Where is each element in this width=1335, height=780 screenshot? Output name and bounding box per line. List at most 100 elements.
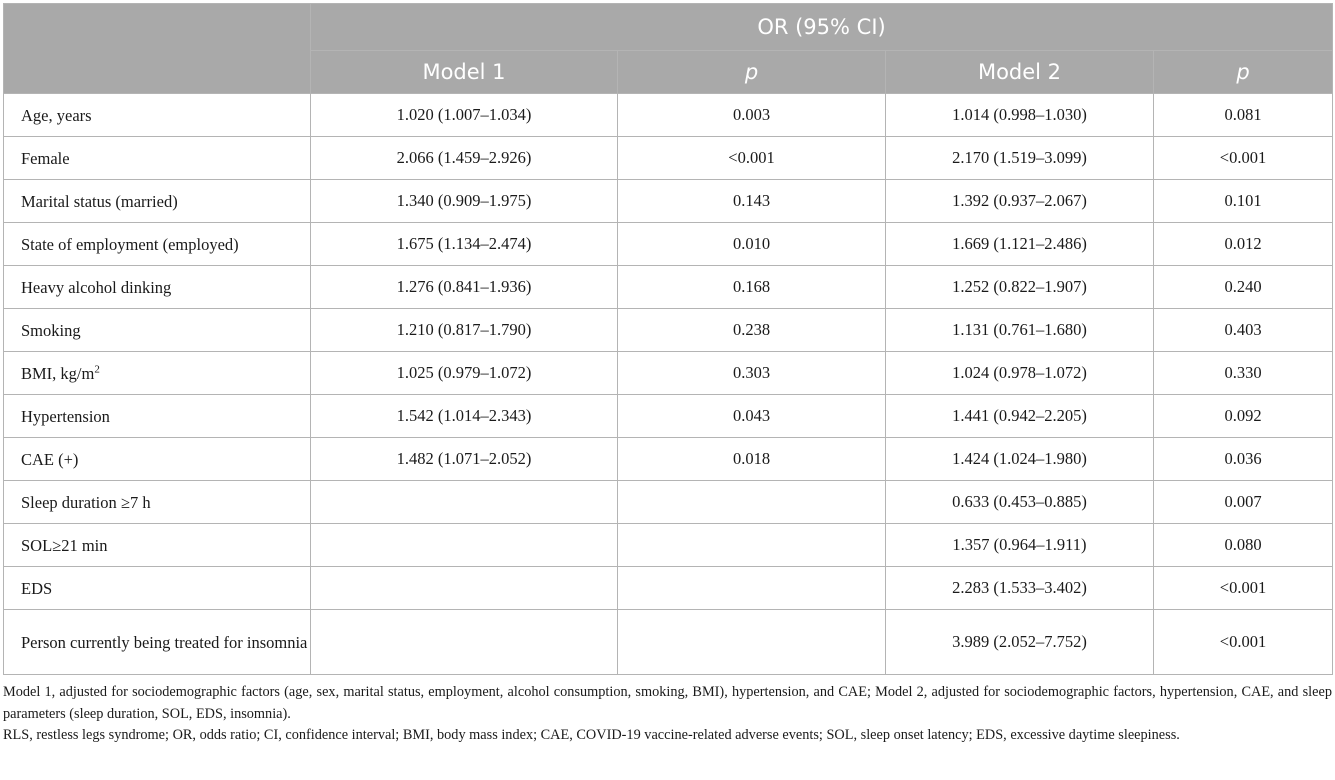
- model1-p-cell: 0.010: [617, 222, 886, 266]
- model2-or-cell-text: 1.424 (1.024–1.980): [952, 449, 1087, 468]
- model2-p-cell: <0.001: [1152, 566, 1334, 610]
- model2-or-cell: 3.989 (2.052–7.752): [885, 609, 1154, 675]
- header-model1: Model 1: [310, 50, 618, 94]
- model1-or-cell: 1.340 (0.909–1.975): [310, 179, 618, 223]
- model2-p-cell: 0.403: [1152, 308, 1334, 352]
- table-row: EDS 2.283 (1.533–3.402) <0.001: [3, 566, 1334, 610]
- row-label: BMI, kg/m2: [3, 351, 311, 395]
- model2-p-cell-text: 0.036: [1224, 449, 1262, 468]
- model2-p-cell: 0.101: [1152, 179, 1334, 223]
- model2-or-cell: 1.024 (0.978–1.072): [885, 351, 1154, 395]
- header-or-ci: OR (95% CI): [309, 3, 1334, 51]
- header-p2: p: [1152, 50, 1334, 94]
- model1-or-cell: [310, 566, 618, 610]
- model1-p-cell-text: 0.238: [732, 320, 771, 339]
- model2-or-cell: 1.669 (1.121–2.486): [885, 222, 1154, 266]
- model2-or-cell-text: 1.131 (0.761–1.680): [952, 320, 1087, 339]
- row-label: State of employment (employed): [3, 222, 311, 266]
- model2-p-cell: 0.007: [1152, 480, 1334, 524]
- model1-p-cell: 0.003: [617, 93, 886, 137]
- model1-or-cell: 1.276 (0.841–1.936): [310, 265, 618, 309]
- model2-p-cell-text: 0.007: [1224, 492, 1262, 511]
- results-table-container: OR (95% CI) Model 1 p Model 2 p Age, yea…: [3, 3, 1334, 675]
- model1-or-cell: 1.020 (1.007–1.034): [310, 93, 618, 137]
- model2-or-cell: 1.392 (0.937–2.067): [885, 179, 1154, 223]
- model2-or-cell-text: 1.357 (0.964–1.911): [952, 535, 1087, 554]
- model2-or-cell: 1.357 (0.964–1.911): [885, 523, 1154, 567]
- row-label-text: Female: [21, 148, 70, 168]
- model1-or-cell-text: 1.276 (0.841–1.936): [396, 277, 532, 296]
- header-model2: Model 2: [885, 50, 1154, 94]
- model2-p-cell: <0.001: [1152, 136, 1334, 180]
- model2-p-cell: 0.092: [1152, 394, 1334, 438]
- model2-or-cell-text: 2.170 (1.519–3.099): [952, 148, 1087, 167]
- row-label: Sleep duration ≥7 h: [3, 480, 311, 524]
- model1-p-cell-text: 0.143: [732, 191, 771, 210]
- model1-or-cell-text: 1.020 (1.007–1.034): [396, 105, 532, 124]
- model1-or-cell-text: 1.210 (0.817–1.790): [396, 320, 532, 339]
- model1-or-cell-text: 1.542 (1.014–2.343): [396, 406, 532, 425]
- model2-or-cell-text: 2.283 (1.533–3.402): [952, 578, 1087, 597]
- model2-p-cell: 0.012: [1152, 222, 1334, 266]
- row-label-text: Marital status (married): [21, 191, 178, 211]
- model2-or-cell-text: 1.014 (0.998–1.030): [952, 105, 1087, 124]
- table-row: Marital status (married) 1.340 (0.909–1.9…: [3, 179, 1334, 223]
- model1-p-cell: 0.303: [617, 351, 886, 395]
- table-row: State of employment (employed) 1.675 (1.1…: [3, 222, 1334, 266]
- model1-p-cell: <0.001: [617, 136, 886, 180]
- model1-or-cell: 2.066 (1.459–2.926): [310, 136, 618, 180]
- model2-or-cell-text: 1.392 (0.937–2.067): [952, 191, 1087, 210]
- model1-or-cell: 1.542 (1.014–2.343): [310, 394, 618, 438]
- table-row: BMI, kg/m2 1.025 (0.979–1.072) 0.303 1.024 …: [3, 351, 1334, 395]
- model1-p-cell: [617, 480, 886, 524]
- model2-or-cell-text: 0.633 (0.453–0.885): [952, 492, 1087, 511]
- model1-p-cell: 0.143: [617, 179, 886, 223]
- row-label-text: Sleep duration ≥7 h: [21, 492, 151, 512]
- model1-p-cell: [617, 609, 886, 675]
- row-label: Person currently being treated for insom…: [3, 609, 311, 675]
- model1-p-cell-text: 0.018: [732, 449, 771, 468]
- model1-p-cell-text: 0.010: [732, 234, 771, 253]
- model2-p-cell-text: <0.001: [1219, 578, 1267, 597]
- model1-p-cell-text: 0.168: [732, 277, 771, 296]
- model1-or-cell-text: 1.025 (0.979–1.072): [396, 363, 532, 382]
- model2-or-cell: 1.424 (1.024–1.980): [885, 437, 1154, 481]
- footnote-models: Model 1, adjusted for sociodemographic f…: [3, 684, 1332, 722]
- row-label-text: State of employment (employed): [21, 234, 239, 254]
- model2-p-cell: 0.240: [1152, 265, 1334, 309]
- table-footnotes: Model 1, adjusted for sociodemographic f…: [3, 682, 1332, 747]
- model2-or-cell-text: 3.989 (2.052–7.752): [952, 632, 1087, 651]
- row-label: Hypertension: [3, 394, 311, 438]
- row-label: Female: [3, 136, 311, 180]
- header-row-group: OR (95% CI): [3, 3, 1334, 94]
- table-row: Sleep duration ≥7 h 0.633 (0.453–0.885) 0.…: [3, 480, 1334, 524]
- model1-p-cell: 0.238: [617, 308, 886, 352]
- table-row: Smoking 1.210 (0.817–1.790) 0.238 1.131 (0.…: [3, 308, 1334, 352]
- row-label-text: Age, years: [21, 105, 92, 125]
- model2-p-cell-text: 0.081: [1224, 105, 1262, 124]
- model2-or-cell-text: 1.441 (0.942–2.205): [952, 406, 1087, 425]
- model1-or-cell-text: 1.340 (0.909–1.975): [396, 191, 532, 210]
- table-row: CAE (+) 1.482 (1.071–2.052) 0.018 1.424 (1.…: [3, 437, 1334, 481]
- table-row: Age, years 1.020 (1.007–1.034) 0.003 1.014 …: [3, 93, 1334, 137]
- model1-p-cell: 0.043: [617, 394, 886, 438]
- model2-p-cell: 0.330: [1152, 351, 1334, 395]
- row-label-text: Hypertension: [21, 406, 110, 426]
- table-row: Female 2.066 (1.459–2.926) <0.001 2.170 (1.…: [3, 136, 1334, 180]
- row-label: EDS: [3, 566, 311, 610]
- model1-p-cell: [617, 523, 886, 567]
- model2-p-cell-text: 0.403: [1224, 320, 1262, 339]
- model2-p-cell-text: <0.001: [1219, 148, 1267, 167]
- model1-p-cell-text: 0.303: [732, 363, 771, 382]
- table-row: Person currently being treated for insom…: [3, 609, 1334, 675]
- model1-or-cell-text: 1.675 (1.134–2.474): [396, 234, 532, 253]
- model2-p-cell-text: 0.080: [1224, 535, 1262, 554]
- header-p1: p: [617, 50, 886, 94]
- model1-or-cell-text: 1.482 (1.071–2.052): [396, 449, 532, 468]
- model1-p-cell: 0.018: [617, 437, 886, 481]
- model1-p-cell-text: 0.003: [732, 105, 771, 124]
- model2-or-cell-text: 1.252 (0.822–1.907): [952, 277, 1087, 296]
- model1-p-cell: 0.168: [617, 265, 886, 309]
- model1-or-cell: 1.675 (1.134–2.474): [310, 222, 618, 266]
- table-row: Heavy alcohol dinking 1.276 (0.841–1.936)…: [3, 265, 1334, 309]
